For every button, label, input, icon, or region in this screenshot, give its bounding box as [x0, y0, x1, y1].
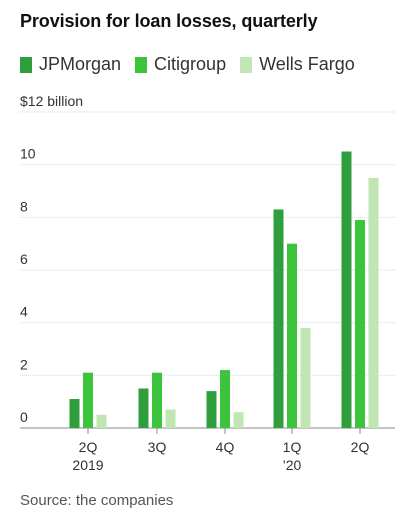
x-tick-label: 2Q	[79, 439, 98, 455]
legend-swatch	[240, 56, 253, 73]
x-tick-label: 1Q	[283, 439, 302, 455]
x-tick-label: 4Q	[216, 439, 235, 455]
y-tick-label: 10	[20, 146, 36, 162]
bar-jpmorgan	[341, 151, 352, 428]
bar-jpmorgan	[69, 399, 80, 428]
bar-wells-fargo	[368, 177, 379, 428]
bar-citigroup	[287, 243, 297, 428]
legend-label: JPMorgan	[39, 54, 122, 74]
legend-label: Citigroup	[154, 54, 227, 74]
bar-wells-fargo	[96, 414, 107, 428]
x-tick-label-sub: ’20	[283, 457, 302, 473]
bar-citigroup	[152, 372, 162, 428]
legend: JPMorgan Citigroup Wells Fargo	[20, 54, 355, 75]
bar-jpmorgan	[206, 391, 217, 428]
bar-wells-fargo	[300, 327, 311, 428]
legend-swatch	[20, 56, 32, 73]
bar-citigroup	[83, 372, 93, 428]
chart-title: Provision for loan losses, quarterly	[20, 11, 318, 31]
legend-item-wells-fargo: Wells Fargo	[240, 54, 355, 75]
x-tick-label: 3Q	[148, 439, 167, 455]
bar-jpmorgan	[273, 209, 284, 428]
bar-jpmorgan	[138, 388, 149, 428]
bar-citigroup	[355, 219, 365, 428]
y-tick-label: 6	[20, 251, 28, 267]
bar-wells-fargo	[165, 409, 176, 428]
y-tick-label: 2	[20, 356, 28, 372]
bar-citigroup	[220, 370, 230, 428]
chart-plot: $12 billion 10 8 6 4 2 0 2Q 2019 3Q 4Q 1Q ’20 2Q	[20, 93, 395, 473]
source-note: Source: the companies	[20, 492, 174, 509]
legend-swatch	[135, 56, 148, 73]
x-tick-label: 2Q	[351, 439, 370, 455]
legend-item-jpmorgan: JPMorgan	[20, 54, 121, 75]
y-tick-label: 8	[20, 198, 28, 214]
legend-label: Wells Fargo	[259, 54, 355, 74]
y-tick-label: $12 billion	[20, 93, 83, 109]
bar-wells-fargo	[233, 412, 244, 428]
legend-item-citigroup: Citigroup	[135, 54, 226, 75]
y-tick-label: 4	[20, 304, 28, 320]
y-tick-label: 0	[20, 409, 28, 425]
x-tick-label-sub: 2019	[72, 457, 103, 473]
